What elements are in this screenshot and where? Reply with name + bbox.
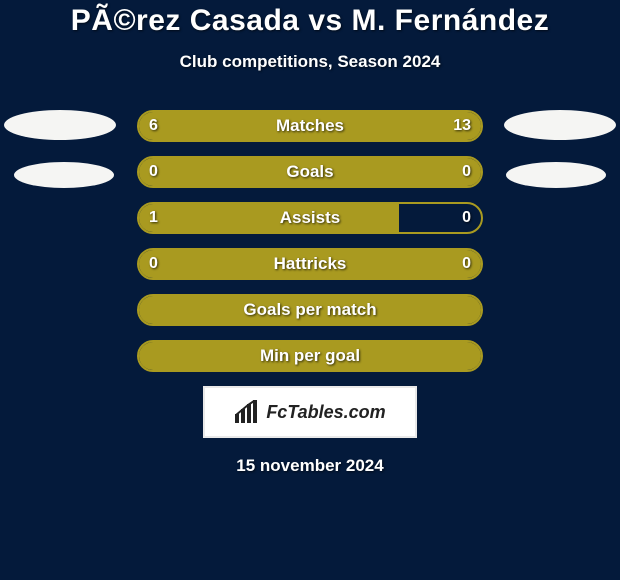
stat-value-right: 0 [462, 202, 471, 234]
site-badge: FcTables.com [203, 386, 417, 438]
comparison-infographic: PÃ©rez Casada vs M. Fernández Club compe… [0, 0, 620, 580]
stat-value-left: 6 [149, 110, 158, 142]
stat-row: 613Matches [137, 110, 483, 142]
stat-row: 00Goals [137, 156, 483, 188]
stat-value-left: 0 [149, 248, 158, 280]
stat-bar-fill [139, 342, 481, 370]
stat-rows: 613Matches00Goals10Assists00HattricksGoa… [0, 110, 620, 372]
stat-row: 00Hattricks [137, 248, 483, 280]
stat-bar-fill-right [310, 158, 481, 186]
stats-section: 613Matches00Goals10Assists00HattricksGoa… [0, 110, 620, 372]
stat-bar-fill-right [310, 250, 481, 278]
stat-row: Goals per match [137, 294, 483, 326]
stat-bar-fill-left [139, 250, 310, 278]
page-title: PÃ©rez Casada vs M. Fernández [0, 4, 620, 38]
stat-value-right: 13 [453, 110, 471, 142]
site-badge-text: FcTables.com [266, 402, 385, 423]
bar-logo-icon [234, 400, 260, 424]
stat-value-right: 0 [462, 248, 471, 280]
stat-value-left: 0 [149, 156, 158, 188]
stat-row: 10Assists [137, 202, 483, 234]
stat-value-right: 0 [462, 156, 471, 188]
stat-bar-fill-left [139, 204, 399, 232]
stat-bar-fill-right [245, 112, 481, 140]
stat-bar-fill-left [139, 158, 310, 186]
stat-value-left: 1 [149, 202, 158, 234]
stat-row: Min per goal [137, 340, 483, 372]
subtitle: Club competitions, Season 2024 [0, 52, 620, 72]
date-label: 15 november 2024 [0, 456, 620, 476]
stat-bar-fill [139, 296, 481, 324]
